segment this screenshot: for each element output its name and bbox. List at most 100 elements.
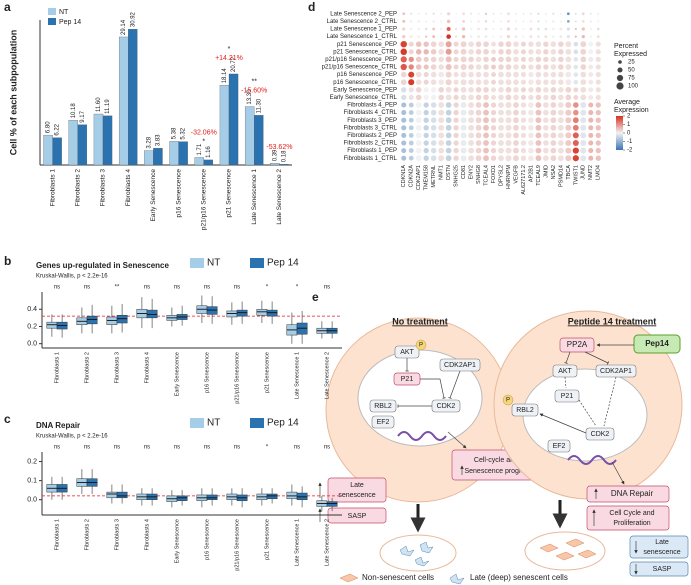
dot [513,87,519,93]
dot [446,34,451,39]
dot [580,124,587,131]
dot [453,125,459,131]
dot [543,41,549,47]
dot [580,41,587,48]
dot [573,72,579,77]
dot [400,79,407,86]
dot [468,109,474,116]
dot [565,109,572,116]
dot [580,56,587,63]
dot [417,27,421,31]
dot [462,20,465,23]
dot [535,102,542,108]
dot [475,79,482,85]
dot [401,125,407,131]
dot [415,41,422,47]
dot [445,124,452,131]
dot [572,124,579,131]
dot [550,87,557,93]
dot [558,56,564,63]
dot [460,79,467,86]
row-label: Fibroblasts 3_CTRL [344,125,398,131]
legend-label: Pep 14 [267,418,299,429]
value-label: 9.17 [80,110,86,122]
dot [520,140,527,146]
dot [505,41,512,48]
dot [565,79,572,86]
dot [528,155,534,161]
dot [588,94,594,100]
dot [468,155,474,162]
dot [559,20,562,23]
value-label: 11.30 [256,98,262,113]
dot [408,64,414,70]
dot [550,109,557,116]
dna [397,431,447,441]
legend-label: 100 [628,84,639,90]
dot [432,12,435,15]
dot [415,117,422,124]
dot [475,102,482,108]
dot [557,109,564,116]
dot [453,56,459,62]
x-tick-label: Late Senescence 1 [294,519,300,566]
annotation: -15.60% [241,87,267,94]
dot [401,117,407,123]
significance: * [296,285,299,291]
dot [543,155,549,161]
dot [453,155,459,161]
dot [475,132,482,139]
dot [565,155,572,162]
value-label: 20.72 [231,56,237,72]
dot [513,71,519,78]
x-tick-label: HNRNPM [506,165,512,190]
bar [203,159,214,166]
value-label: 6.80 [46,121,52,133]
dot [566,27,570,31]
dot [498,56,504,63]
outcome-label: DNA Repair [611,489,654,498]
dot [520,109,527,116]
dot [439,27,443,31]
chart-title: DNA Repair [36,421,80,430]
dot [408,117,414,123]
dot [483,79,489,85]
dot [550,155,557,162]
dot [565,71,572,78]
dot [445,140,452,146]
row-label: Fibroblasts 4_CTRL [344,110,398,116]
dot [535,124,542,131]
dot [410,20,413,23]
legend-label: NT [207,418,220,429]
box [176,495,188,501]
dot [438,79,444,85]
x-tick-label: NMT1 [439,165,445,180]
dna [567,455,617,465]
dot [498,87,504,93]
dot [446,19,451,24]
x-tick-label: Late Senescence 1 [251,169,258,225]
dot [498,94,504,101]
x-tick-label: ENY2 [469,165,475,179]
x-tick-label: CDKN1A [401,165,407,188]
dot [543,140,549,146]
dot [415,109,422,116]
outcome-label: Late [350,482,364,489]
dot [453,109,459,116]
dot [505,124,512,131]
x-tick-label: DSTN [446,165,452,180]
dot [513,132,519,139]
value-label: 18.14 [222,68,228,84]
dot [573,94,579,100]
bar [118,36,129,166]
dot [408,132,414,138]
dot [514,35,518,38]
dot [535,132,542,139]
bar [169,141,179,166]
dot [595,125,601,131]
bar [43,134,53,166]
node-label: AKT [558,368,572,375]
dot [588,72,594,78]
y-tick-label: 0.1 [27,477,37,484]
x-tick-label: Fibroblasts 4 [125,169,132,207]
